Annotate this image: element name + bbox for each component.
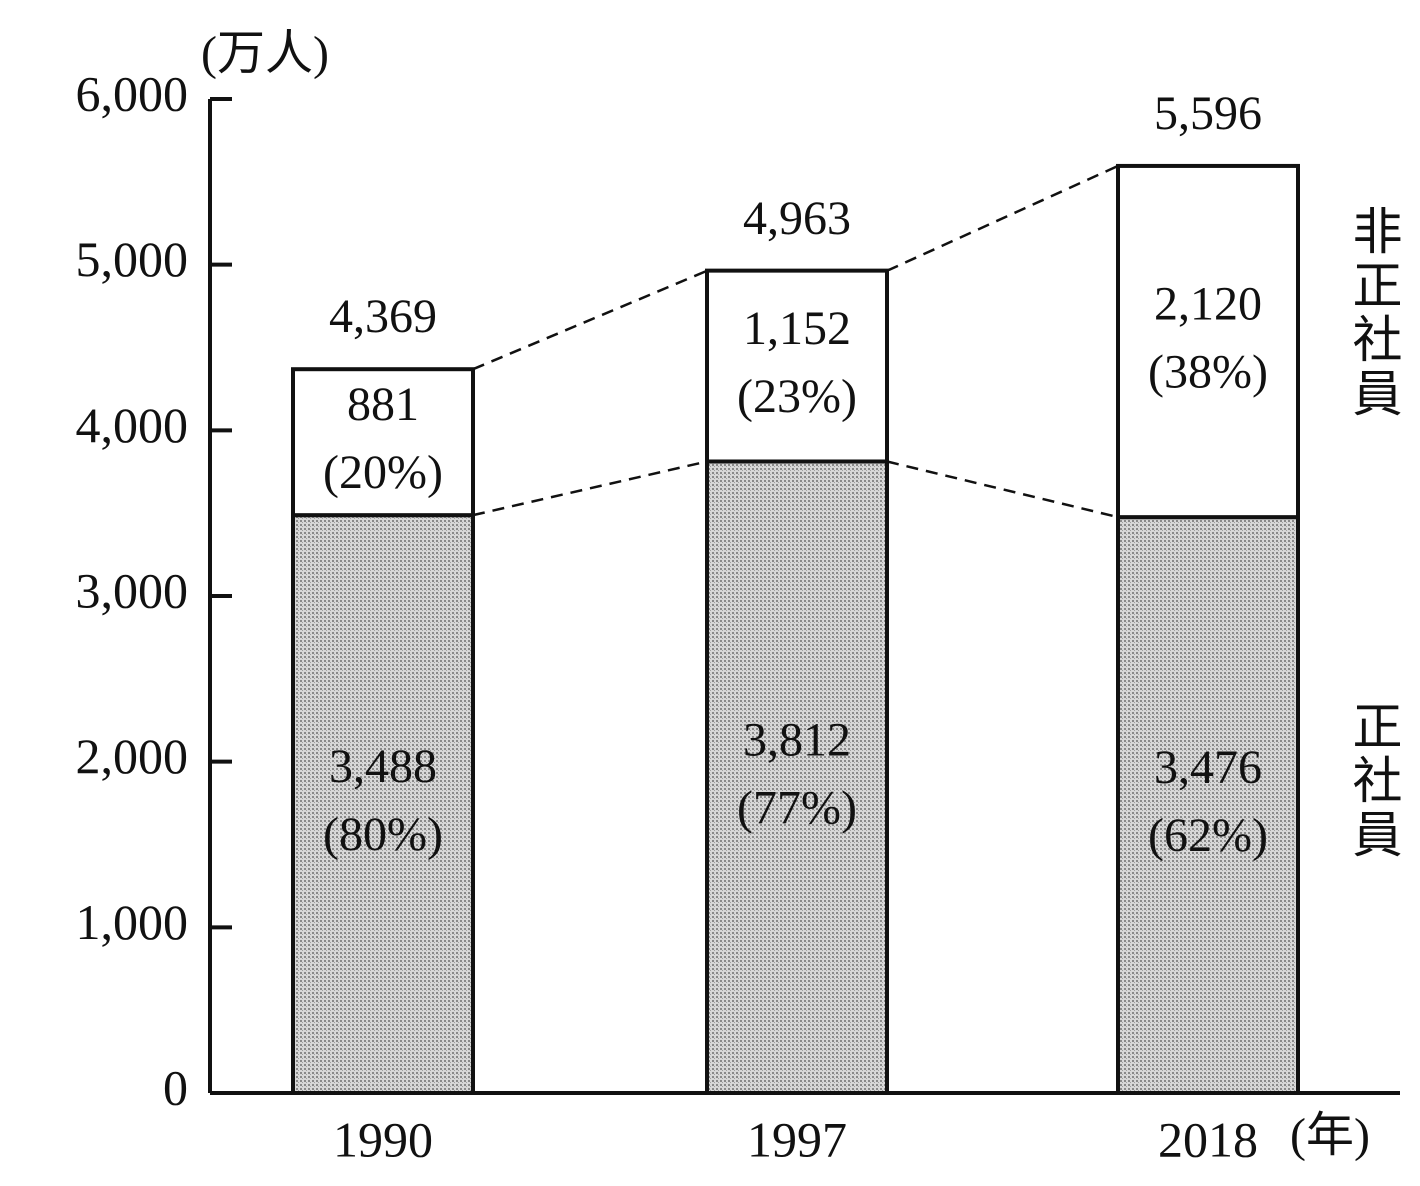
bar-segment [705,459,889,1096]
x-unit: (年) [1290,1109,1370,1162]
share-label: (23%) [737,370,857,423]
share-label: (38%) [1148,346,1268,399]
x-tick-label: 2018 [1158,1111,1258,1167]
y-tick-label: 2,000 [76,728,189,784]
value-label: 1,152 [743,302,851,355]
y-tick-label: 5,000 [76,231,189,287]
value-label: 881 [347,378,419,431]
x-tick-label: 1990 [333,1111,433,1167]
y-tick-label: 4,000 [76,397,189,453]
series-name: 正社員 [1346,700,1402,862]
total-label: 5,596 [1154,87,1262,140]
y-tick-label: 6,000 [76,65,189,121]
x-tick-label: 1997 [747,1111,847,1167]
y-tick-label: 1,000 [76,894,189,950]
y-tick-label: 3,000 [76,562,189,618]
value-label: 3,476 [1154,741,1262,794]
y-unit: (万人) [201,27,329,80]
value-label: 3,812 [743,713,851,766]
share-label: (80%) [323,808,443,861]
total-label: 4,369 [329,290,437,343]
share-label: (20%) [323,446,443,499]
connector [472,460,708,517]
share-label: (77%) [737,781,857,834]
bar-segment [291,367,475,518]
bar-segment [1116,163,1300,520]
series-name: 非正社員 [1346,205,1402,421]
total-label: 4,963 [743,192,851,245]
bar-segment [1116,515,1300,1095]
connector [472,269,708,371]
connector [886,460,1119,519]
connector [886,164,1119,272]
y-tick-label: 0 [163,1059,188,1115]
share-label: (62%) [1148,809,1268,862]
value-label: 3,488 [329,740,437,793]
bar-segment [705,268,889,464]
bar-segment [291,513,475,1095]
value-label: 2,120 [1154,278,1262,331]
